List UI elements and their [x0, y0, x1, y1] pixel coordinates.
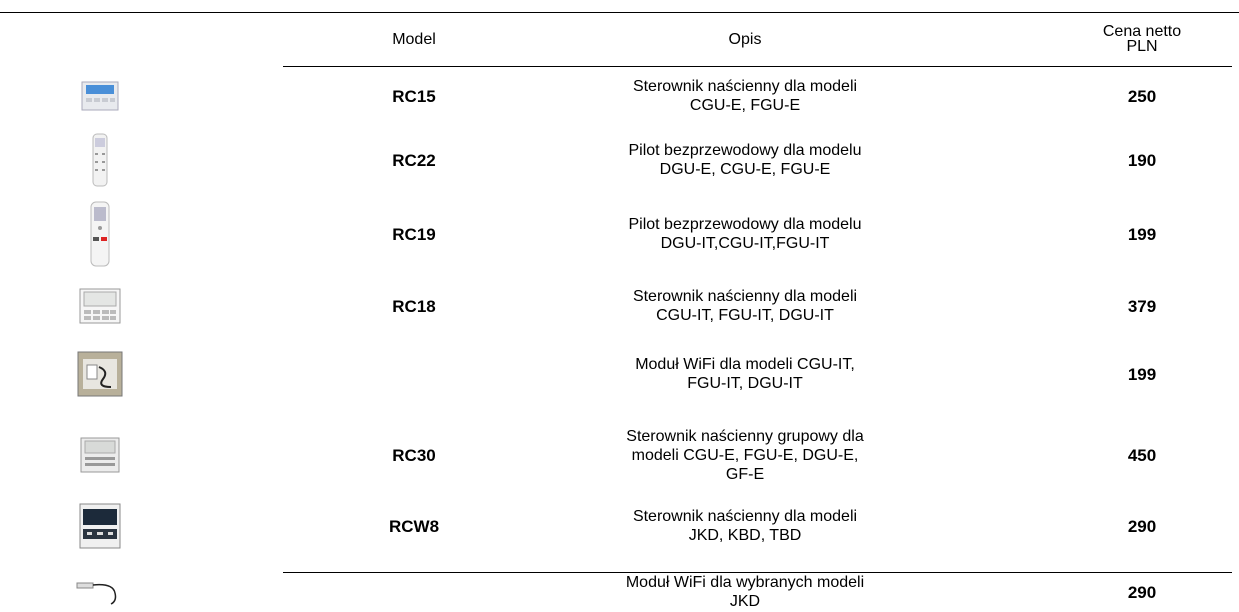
price: 290 [1062, 498, 1222, 554]
model-text: RCW8 [388, 516, 440, 536]
header-text: Cena netto [1102, 23, 1182, 40]
description: Sterownik naścienny grupowy dla modeli CG… [545, 420, 945, 490]
model-text: RC30 [392, 445, 436, 465]
price-text: 190 [1127, 150, 1157, 170]
row: RC15 Sterownik naścienny dla modeli CGU-E… [0, 70, 1239, 122]
controller-image [80, 437, 120, 473]
controller-image [79, 503, 121, 549]
model-text: RC18 [392, 296, 436, 316]
description: Moduł WiFi dla modeli CGU-IT, FGU-IT, DGU… [545, 340, 945, 408]
controller-image [81, 81, 119, 111]
desc-line: JKD [729, 593, 761, 610]
desc-line: Pilot bezprzewodowy dla modelu [628, 216, 862, 233]
desc-line: Sterownik naścienny grupowy dla [626, 427, 864, 445]
desc-line: Sterownik naścienny dla modeli [632, 508, 858, 525]
desc-line: Pilot bezprzewodowy dla modelu [628, 142, 862, 159]
model: RC22 [314, 132, 514, 188]
desc-line: DGU-IT,CGU-IT,FGU-IT [660, 235, 830, 252]
image-cell [50, 340, 150, 408]
row: RC19 Pilot bezprzewodowy dla modelu DGU-I… [0, 196, 1239, 272]
price-text: 199 [1127, 364, 1157, 384]
image-cell [50, 498, 150, 554]
desc-line: GF-E [725, 465, 765, 483]
image-cell [50, 196, 150, 272]
model-text: RC15 [392, 86, 436, 106]
image-cell [50, 420, 150, 490]
row: RC22 Pilot bezprzewodowy dla modelu DGU-E… [0, 132, 1239, 188]
header-cell: Model [314, 12, 514, 66]
price: 379 [1062, 278, 1222, 334]
model: RC19 [314, 196, 514, 272]
row: RC18 Sterownik naścienny dla modeli CGU-I… [0, 278, 1239, 334]
price: 190 [1062, 132, 1222, 188]
model [314, 574, 514, 610]
price-text: 379 [1127, 296, 1157, 316]
description: Sterownik naścienny dla modeli CGU-IT, FG… [545, 278, 945, 334]
desc-line: modeli CGU-E, FGU-E, DGU-E, [631, 446, 859, 464]
rule [283, 572, 1232, 573]
description: Moduł WiFi dla wybranych modeli JKD [545, 574, 945, 610]
desc-line: CGU-IT, FGU-IT, DGU-IT [656, 307, 834, 324]
price: 450 [1062, 420, 1222, 490]
price: 290 [1062, 574, 1222, 610]
header-text: Opis [728, 30, 762, 48]
desc-line: FGU-IT, DGU-IT [687, 375, 803, 392]
row: RCW8 Sterownik naścienny dla modeli JKD, … [0, 498, 1239, 554]
desc-line: Moduł WiFi dla modeli CGU-IT, [635, 356, 855, 373]
remote-image [92, 133, 108, 187]
price-text: 290 [1127, 516, 1157, 536]
image-cell [50, 132, 150, 188]
desc-line: JKD, KBD, TBD [688, 527, 802, 544]
header-cell: Opis [545, 12, 945, 66]
desc-line: CGU-E, FGU-E [689, 97, 801, 114]
price: 199 [1062, 340, 1222, 408]
rule [283, 66, 1232, 67]
row: Moduł WiFi dla wybranych modeli JKD 290 [0, 574, 1239, 610]
model: RCW8 [314, 498, 514, 554]
image-cell [50, 574, 150, 610]
sensor-image [76, 582, 117, 605]
desc-line: Sterownik naścienny dla modeli [632, 288, 858, 305]
model [314, 340, 514, 408]
price-text: 450 [1127, 445, 1157, 465]
model-text: RC19 [392, 224, 436, 244]
header-row: Model Opis Cena netto PLN [0, 12, 1239, 66]
price-text: 199 [1127, 224, 1157, 244]
model: RC18 [314, 278, 514, 334]
header-cell: Cena netto PLN [1062, 12, 1222, 66]
header-text: PLN [1126, 38, 1158, 55]
description: Sterownik naścienny dla modeli CGU-E, FGU… [545, 70, 945, 122]
row: Moduł WiFi dla modeli CGU-IT, FGU-IT, DGU… [0, 340, 1239, 408]
description: Sterownik naścienny dla modeli JKD, KBD, … [545, 498, 945, 554]
image-cell [50, 70, 150, 122]
row: RC30 Sterownik naścienny grupowy dla mode… [0, 420, 1239, 490]
desc-line: Moduł WiFi dla wybranych modeli [625, 574, 865, 591]
price: 199 [1062, 196, 1222, 272]
price-text: 250 [1127, 86, 1157, 106]
price: 250 [1062, 70, 1222, 122]
wifi-module-image [77, 351, 123, 397]
model: RC15 [314, 70, 514, 122]
description: Pilot bezprzewodowy dla modelu DGU-E, CGU… [545, 132, 945, 188]
image-cell [50, 278, 150, 334]
rule [0, 12, 1239, 13]
model: RC30 [314, 420, 514, 490]
desc-line: DGU-E, CGU-E, FGU-E [659, 161, 831, 178]
desc-line: Sterownik naścienny dla modeli [632, 78, 858, 95]
price-text: 290 [1127, 582, 1157, 602]
remote-image [90, 201, 110, 267]
description: Pilot bezprzewodowy dla modelu DGU-IT,CGU… [545, 196, 945, 272]
header-text: Model [392, 30, 436, 48]
controller-image [79, 288, 121, 324]
model-text: RC22 [392, 150, 436, 170]
